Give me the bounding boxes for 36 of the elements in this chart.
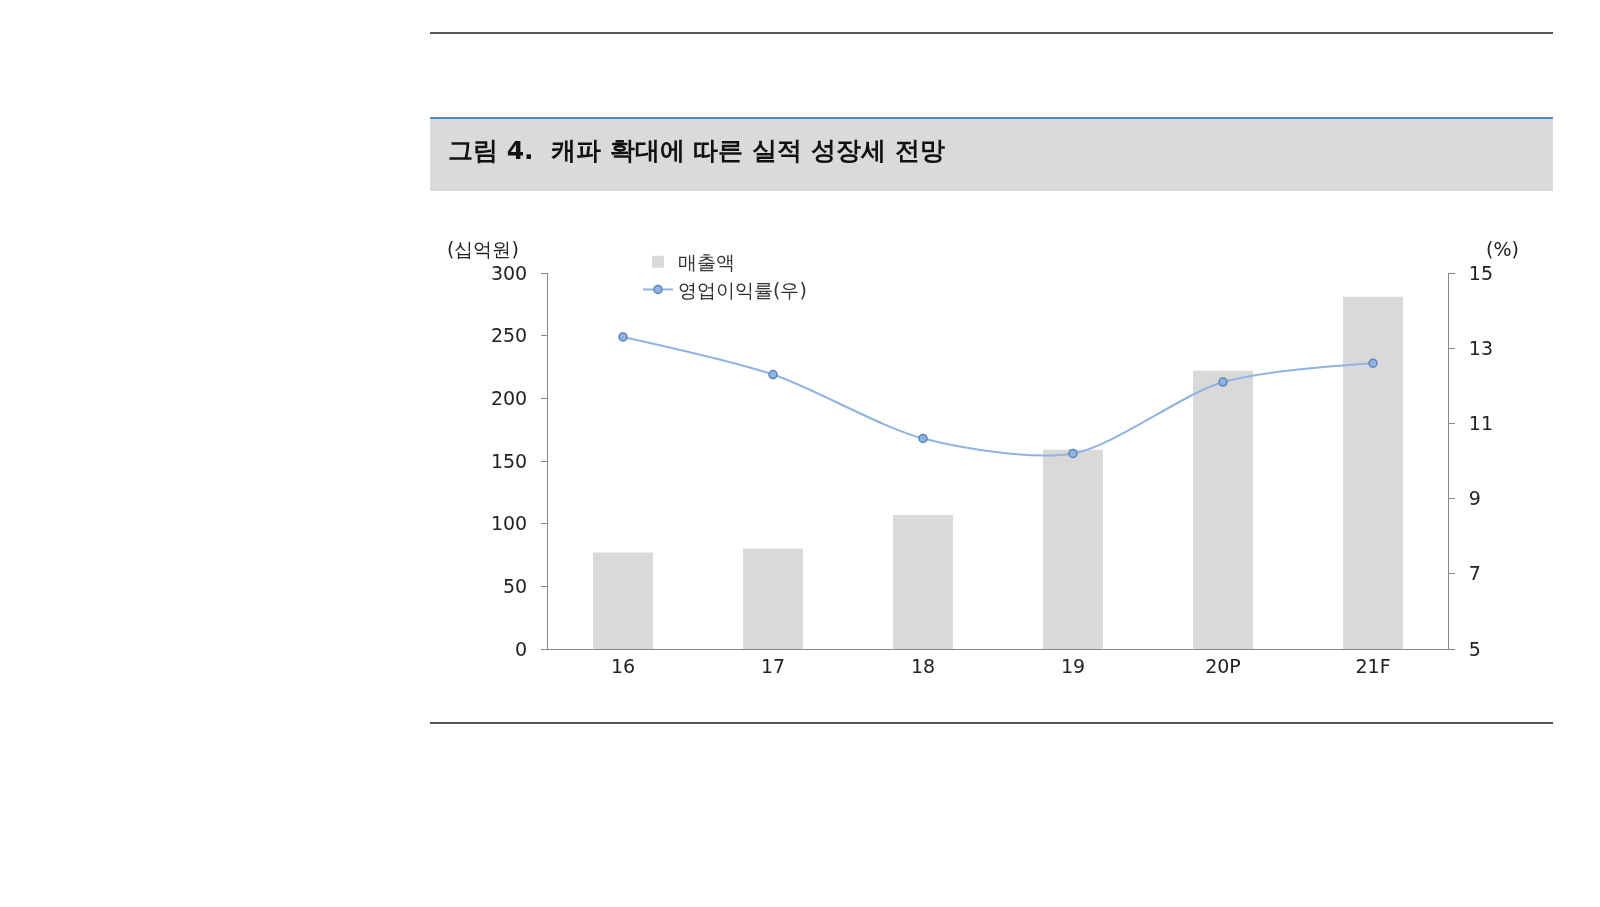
- bar: [893, 514, 953, 649]
- bar: [1193, 370, 1253, 649]
- bar: [1043, 449, 1103, 649]
- y-tick-label: 200: [490, 386, 528, 409]
- y-axis-title: (십억원): [447, 238, 519, 260]
- bar: [743, 548, 803, 649]
- y-tick-label: 50: [503, 574, 528, 597]
- chart-title: 그림 4. 캐파 확대에 따른 실적 성장세 전망: [448, 136, 945, 166]
- y2-tick-label: 7: [1468, 562, 1481, 585]
- y2-axis-title: (%): [1486, 238, 1519, 260]
- point: [768, 369, 778, 380]
- x-tick-label: 19: [1060, 654, 1086, 677]
- y2-tick-label: 13: [1468, 336, 1493, 359]
- y-tick-label: 250: [490, 324, 528, 347]
- y2-tick-label: 9: [1468, 487, 1481, 510]
- legend-label: 영업이익률(우): [678, 278, 807, 301]
- point: [1218, 377, 1228, 387]
- point: [918, 433, 928, 444]
- y-tick-label: 150: [490, 449, 528, 472]
- x-tick-label: 21F: [1355, 654, 1391, 677]
- y-tick-label: 300: [490, 261, 528, 284]
- y2-tick-label: 5: [1468, 637, 1481, 660]
- x-tick-label: 20P: [1205, 654, 1241, 677]
- bar: [593, 552, 653, 649]
- point: [1068, 448, 1078, 459]
- x-tick-label: 17: [760, 654, 786, 677]
- x-tick-label: 16: [610, 654, 636, 677]
- y2-tick-label: 15: [1468, 261, 1493, 284]
- y-tick-label: 100: [490, 512, 528, 535]
- x-tick-label: 18: [910, 654, 936, 677]
- point: [618, 332, 628, 342]
- y2-tick-label: 11: [1468, 412, 1493, 435]
- point: [1368, 358, 1378, 368]
- legend-label: 매출액: [678, 251, 735, 274]
- bar: [1343, 296, 1403, 649]
- y-tick-label: 0: [515, 637, 528, 660]
